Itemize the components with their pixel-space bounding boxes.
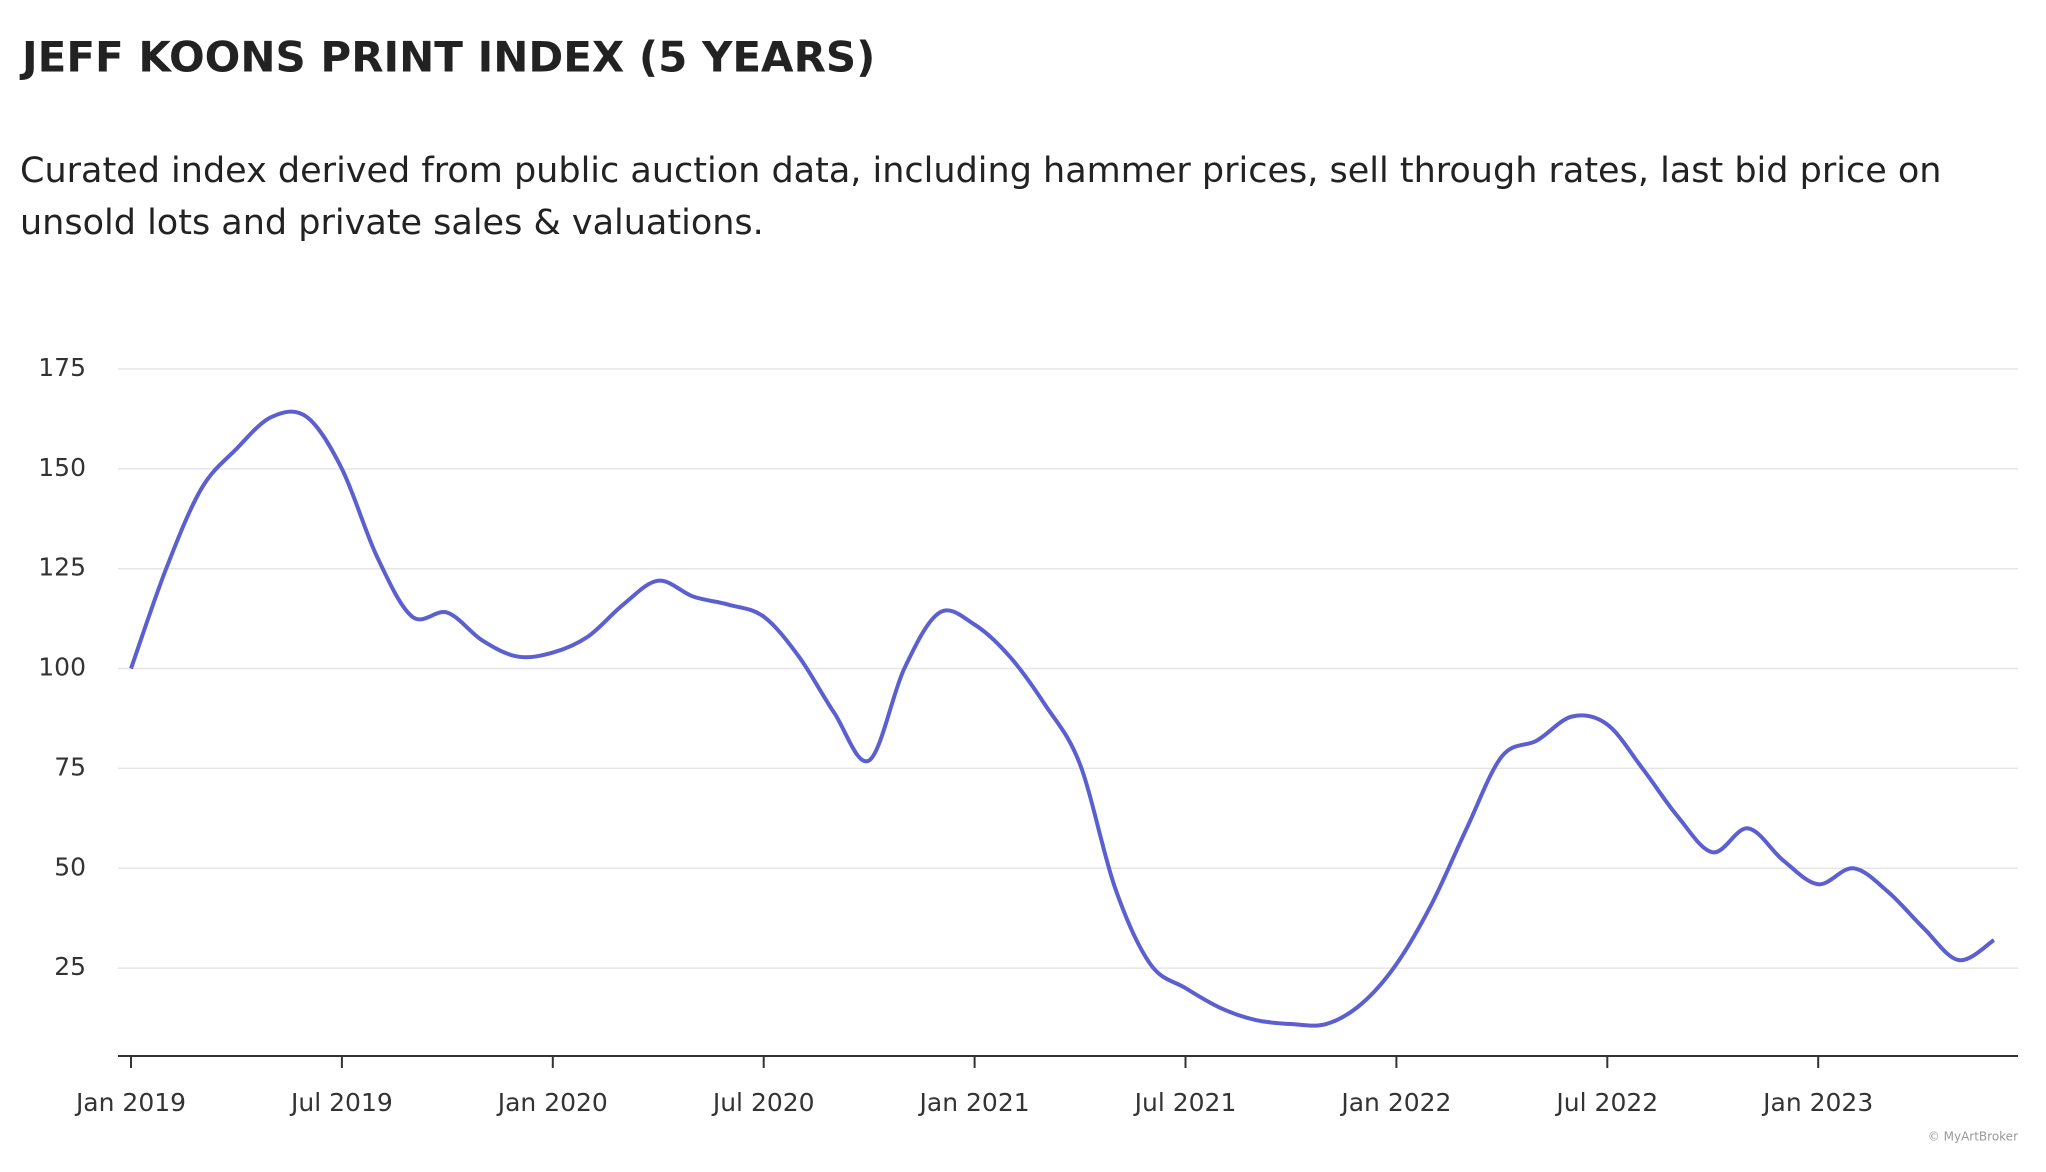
y-tick-label: 125 xyxy=(38,553,86,582)
series-line xyxy=(129,409,1996,1028)
y-tick-label: 50 xyxy=(54,852,86,881)
x-tick-label: Jan 2019 xyxy=(74,1088,186,1117)
chart-title: JEFF KOONS PRINT INDEX (5 YEARS) xyxy=(19,33,875,82)
y-tick-label: 150 xyxy=(38,453,86,482)
y-tick-label: 25 xyxy=(54,952,86,981)
x-tick-label: Jan 2020 xyxy=(496,1088,608,1117)
footnote: © MyArtBroker xyxy=(1928,1130,2018,1144)
x-tick-label: Jan 2021 xyxy=(918,1088,1030,1117)
x-tick-label: Jan 2023 xyxy=(1761,1088,1873,1117)
subtitle-box: Curated index derived from public auctio… xyxy=(20,151,1942,243)
x-tick-label: Jan 2022 xyxy=(1339,1088,1451,1117)
y-tick-label: 75 xyxy=(54,752,86,781)
y-tick-label: 100 xyxy=(38,653,86,682)
x-tick-label: Jul 2020 xyxy=(711,1088,815,1117)
y-tick-label: 175 xyxy=(38,353,86,382)
x-tick-label: Jul 2019 xyxy=(289,1088,393,1117)
x-tick-label: Jul 2021 xyxy=(1133,1088,1237,1117)
chart-subtitle: Curated index derived from public auctio… xyxy=(20,151,1942,243)
x-tick-label: Jul 2022 xyxy=(1554,1088,1658,1117)
